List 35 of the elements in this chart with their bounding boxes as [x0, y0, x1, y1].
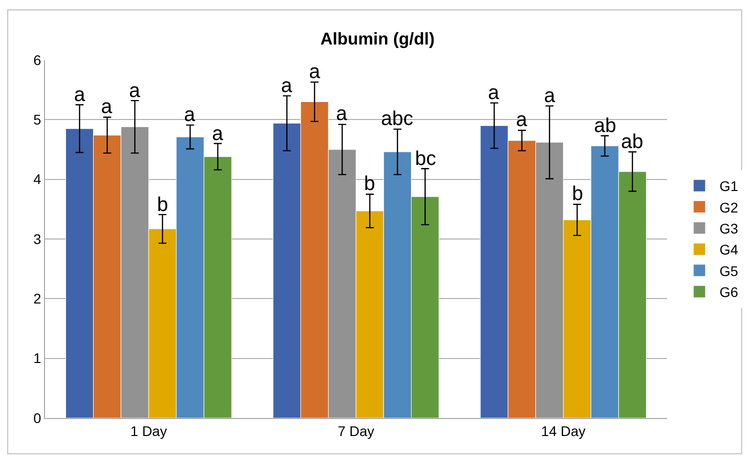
- data-label: a: [101, 96, 113, 118]
- data-label: a: [281, 75, 293, 97]
- data-label: bc: [415, 148, 436, 170]
- data-label: a: [184, 104, 196, 126]
- y-tick-label: 5: [33, 112, 42, 128]
- legend-label: G5: [719, 262, 738, 279]
- data-label: a: [544, 85, 556, 107]
- x-tick-label: 7 Day: [338, 422, 374, 439]
- data-label: a: [74, 84, 86, 106]
- data-label: a: [212, 123, 224, 145]
- data-label: a: [488, 82, 500, 104]
- data-label: a: [309, 61, 321, 83]
- chart-title: Albumin (g/dl): [320, 29, 435, 48]
- legend-label: G6: [719, 284, 738, 300]
- data-label: b: [364, 173, 376, 195]
- y-tick-label: 0: [33, 410, 42, 426]
- y-tick-label: 1: [33, 350, 42, 366]
- y-tick-label: 4: [33, 171, 42, 188]
- data-label: b: [572, 183, 584, 205]
- data-label: ab: [621, 131, 644, 153]
- x-tick-label: 1 Day: [130, 422, 167, 439]
- data-label: abc: [381, 108, 414, 130]
- data-label: b: [157, 194, 168, 216]
- legend-label: G4: [719, 242, 738, 258]
- data-label: ab: [594, 115, 616, 137]
- legend-label: G3: [719, 220, 738, 236]
- y-tick-label: 2: [33, 290, 42, 307]
- legend-label: G1: [719, 178, 738, 194]
- y-tick-label: 6: [33, 52, 42, 68]
- legend-label: G2: [719, 199, 738, 216]
- x-tick-label: 14 Day: [541, 422, 586, 439]
- data-label: a: [336, 103, 348, 125]
- data-label: a: [129, 80, 141, 102]
- y-tick-label: 3: [33, 230, 42, 247]
- data-label: a: [516, 109, 528, 131]
